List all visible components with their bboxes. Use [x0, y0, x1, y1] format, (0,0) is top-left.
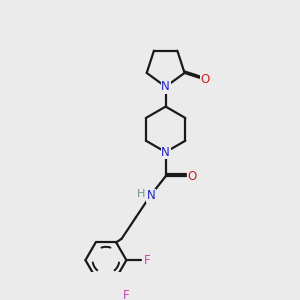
- Text: O: O: [200, 73, 209, 86]
- Text: F: F: [123, 289, 130, 300]
- Text: F: F: [144, 254, 150, 267]
- Text: H: H: [137, 189, 145, 199]
- Text: N: N: [161, 146, 170, 159]
- Text: N: N: [147, 189, 156, 202]
- Text: O: O: [187, 170, 196, 183]
- Text: N: N: [161, 80, 170, 93]
